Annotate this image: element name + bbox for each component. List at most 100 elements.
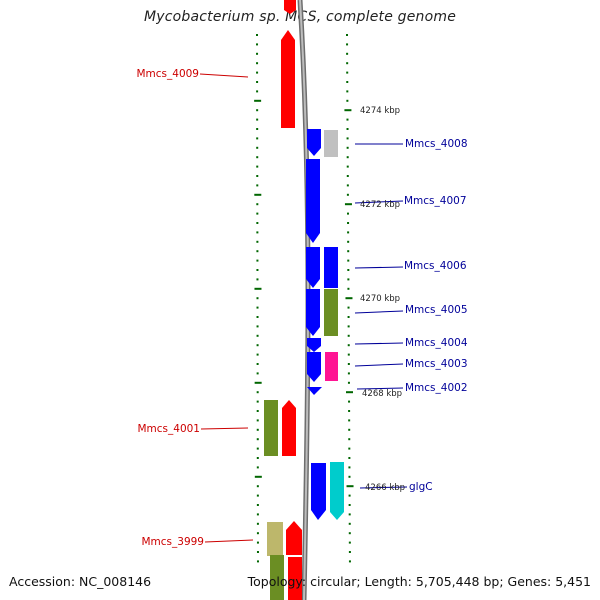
left-minor-tick: [256, 165, 259, 168]
right-minor-tick: [348, 428, 351, 431]
gene-olive-3999[interactable]: [270, 555, 284, 600]
right-minor-tick: [347, 334, 350, 337]
left-minor-tick: [256, 175, 259, 177]
left-minor-tick: [256, 222, 259, 224]
gene-mmcs-4001[interactable]: [282, 400, 296, 456]
right-minor-tick: [346, 90, 349, 93]
gene-mmcs-3999b[interactable]: [288, 557, 302, 600]
right-minor-tick: [346, 128, 349, 130]
gene-label-mmcs-4006[interactable]: Mmcs_4006: [404, 260, 467, 272]
right-minor-tick: [346, 99, 349, 102]
gene-mmcs-4007[interactable]: [306, 159, 320, 243]
right-minor-tick: [346, 184, 349, 187]
left-minor-tick: [256, 62, 259, 65]
right-minor-tick: [346, 34, 348, 36]
gene-mmcs-4004[interactable]: [307, 338, 321, 352]
gene-mmcs-4009[interactable]: [281, 30, 295, 128]
gene-mmcs-4006[interactable]: [306, 247, 320, 288]
left-minor-tick: [256, 128, 259, 130]
left-minor-tick: [256, 109, 259, 112]
gene-mmcs-4003[interactable]: [307, 352, 321, 382]
left-minor-tick: [256, 43, 259, 46]
right-minor-tick: [348, 504, 351, 506]
left-minor-tick: [256, 137, 259, 140]
left-minor-tick: [256, 447, 259, 450]
right-minor-tick: [348, 400, 351, 403]
left-minor-tick: [256, 203, 259, 206]
right-minor-tick: [346, 175, 349, 177]
right-minor-tick: [346, 52, 349, 55]
right-minor-tick: [347, 231, 350, 234]
right-minor-tick: [346, 81, 349, 83]
gene-label-mmcs-4004[interactable]: Mmcs_4004: [405, 337, 468, 349]
leader-mmcs-4002: [356, 387, 404, 390]
leader-mmcs-4004: [354, 342, 404, 345]
left-minor-tick: [256, 278, 259, 281]
gene-label-mmcs-4009[interactable]: Mmcs_4009: [136, 68, 199, 80]
gene-mmcs-4005[interactable]: [306, 289, 320, 336]
left-tick-column: [254, 34, 262, 563]
left-minor-tick: [256, 353, 259, 356]
leader-mmcs-4007: [354, 200, 404, 204]
gene-gray-4008[interactable]: [324, 130, 338, 157]
gene-label-mmcs-4001[interactable]: Mmcs_4001: [137, 423, 200, 435]
left-minor-tick: [256, 146, 259, 149]
left-major-tick: [254, 193, 262, 196]
leader-mmcs-4005: [354, 310, 404, 314]
right-minor-tick: [348, 494, 351, 497]
right-minor-tick: [348, 457, 351, 459]
gene-label-mmcs-4008[interactable]: Mmcs_4008: [405, 138, 468, 150]
gene-mmcs-4002[interactable]: [307, 387, 322, 395]
right-minor-tick: [347, 381, 350, 384]
gene-label-glgc[interactable]: glgC: [409, 481, 433, 493]
left-minor-tick: [256, 81, 259, 83]
gene-blue-4006b[interactable]: [324, 247, 338, 288]
left-minor-tick: [256, 457, 259, 459]
gene-mmcs-4009-top[interactable]: [284, 0, 296, 14]
right-minor-tick: [348, 466, 351, 469]
gene-label-mmcs-3999[interactable]: Mmcs_3999: [141, 536, 204, 548]
left-major-tick: [254, 475, 262, 478]
scale-tick-4272: 4272 kbp: [360, 200, 400, 210]
gene-khaki-3999[interactable]: [267, 522, 283, 556]
gene-mmcs-4008[interactable]: [307, 129, 321, 156]
left-minor-tick: [256, 231, 259, 234]
right-minor-tick: [347, 306, 350, 309]
gene-olive-4005[interactable]: [324, 289, 338, 336]
right-tick-column: [344, 34, 354, 563]
right-minor-tick: [348, 410, 351, 412]
gene-label-mmcs-4005[interactable]: Mmcs_4005: [405, 304, 468, 316]
right-minor-tick: [347, 212, 349, 215]
left-minor-tick: [256, 90, 259, 93]
right-minor-tick: [348, 532, 351, 535]
left-minor-tick: [256, 250, 259, 253]
gene-glgc[interactable]: [330, 462, 344, 520]
gene-mmcs-3999[interactable]: [286, 521, 302, 555]
right-minor-tick: [347, 316, 350, 318]
right-minor-tick: [348, 522, 351, 525]
left-minor-tick: [256, 269, 259, 271]
gene-label-mmcs-4003[interactable]: Mmcs_4003: [405, 358, 468, 370]
gene-label-mmcs-4007[interactable]: Mmcs_4007: [404, 195, 467, 207]
left-minor-tick: [256, 52, 259, 55]
leader-mmcs-3999: [204, 539, 254, 543]
left-minor-tick: [256, 212, 259, 215]
right-minor-tick: [347, 372, 350, 375]
right-minor-tick: [347, 269, 350, 271]
left-minor-tick: [256, 240, 259, 243]
right-minor-tick: [346, 62, 349, 65]
left-minor-tick: [256, 372, 259, 375]
right-major-tick: [346, 485, 354, 488]
right-minor-tick: [348, 438, 351, 441]
gene-olive-4001[interactable]: [264, 400, 278, 456]
gene-label-mmcs-4002[interactable]: Mmcs_4002: [405, 382, 468, 394]
gene-magenta-4003[interactable]: [325, 352, 338, 381]
right-minor-tick: [346, 193, 349, 196]
gene-glgc-blue[interactable]: [311, 463, 326, 520]
right-minor-tick: [347, 222, 350, 224]
right-minor-tick: [347, 250, 350, 253]
left-minor-tick: [256, 410, 259, 412]
right-minor-tick: [347, 278, 350, 281]
right-minor-tick: [347, 325, 350, 328]
